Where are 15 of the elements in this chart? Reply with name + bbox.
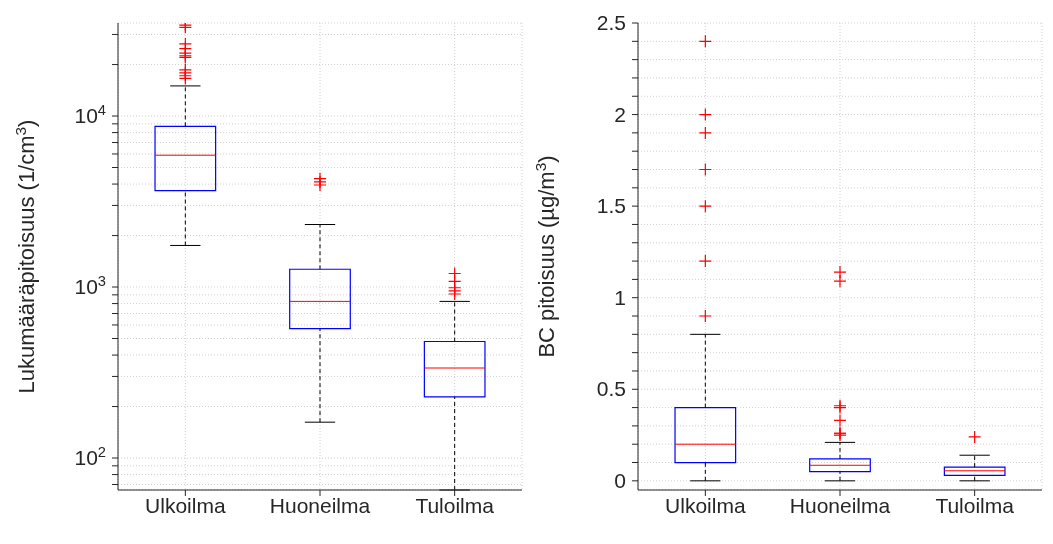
y-tick-label: 10$^{3}$	[74, 273, 106, 299]
y-tick-label: 10$^{2}$	[74, 444, 106, 470]
y-tick-label: 2.5	[596, 11, 626, 34]
x-tick-label: Huoneilma	[269, 493, 371, 517]
y-tick-label: 2	[614, 102, 626, 126]
y-tick-label: 1.5	[596, 194, 626, 218]
x-tick-label: Ulkoilma	[145, 493, 226, 517]
x-tick-label: Ulkoilma	[665, 493, 746, 517]
x-tick-label: Tuloilma	[415, 493, 495, 517]
y-tick-label: 0.5	[596, 377, 626, 401]
x-tick-label: Tuloilma	[935, 493, 1015, 517]
y-tick-label: 0	[614, 468, 626, 492]
y-tick-label: 1	[614, 285, 626, 309]
y-tick-label: 10$^{4}$	[74, 102, 106, 128]
x-tick-label: Huoneilma	[789, 493, 891, 517]
